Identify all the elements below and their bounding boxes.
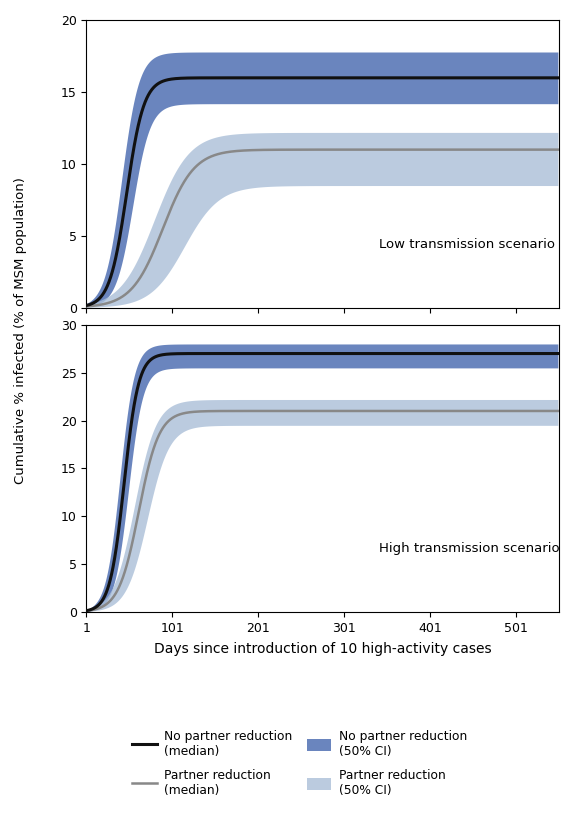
X-axis label: Days since introduction of 10 high-activity cases: Days since introduction of 10 high-activ… — [154, 641, 491, 656]
Text: Low transmission scenario: Low transmission scenario — [379, 238, 555, 251]
Legend: No partner reduction
(median), Partner reduction
(median), No partner reduction
: No partner reduction (median), Partner r… — [127, 725, 472, 802]
Text: High transmission scenario: High transmission scenario — [379, 543, 560, 556]
Text: Cumulative % infected (% of MSM population): Cumulative % infected (% of MSM populati… — [14, 177, 26, 484]
